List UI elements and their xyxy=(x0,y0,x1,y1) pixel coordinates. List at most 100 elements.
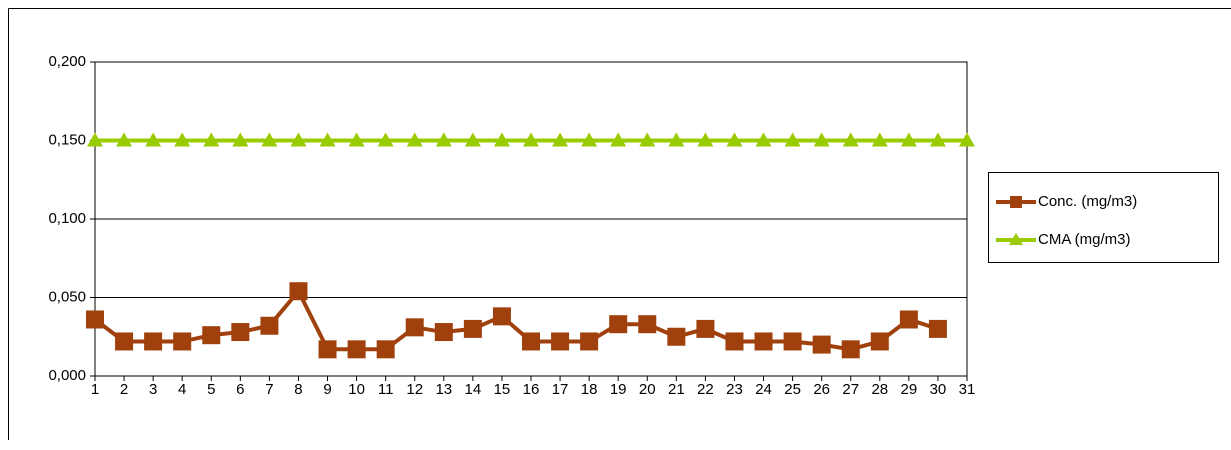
marker xyxy=(377,132,394,147)
marker xyxy=(290,132,307,147)
legend xyxy=(988,172,1219,263)
marker xyxy=(231,323,250,342)
marker xyxy=(668,132,685,147)
x-tick-label: 9 xyxy=(323,381,331,398)
marker xyxy=(610,132,627,147)
x-tick-label: 27 xyxy=(842,381,859,398)
marker xyxy=(755,132,772,147)
marker xyxy=(639,132,656,147)
x-tick-label: 16 xyxy=(523,381,540,398)
marker xyxy=(463,319,482,338)
marker xyxy=(116,132,133,147)
series-line xyxy=(93,287,939,352)
x-tick-label: 22 xyxy=(697,381,714,398)
marker xyxy=(115,332,134,351)
legend-marker xyxy=(1009,233,1023,245)
x-tick-label: 8 xyxy=(294,381,302,398)
marker xyxy=(580,332,599,351)
x-tick-label: 4 xyxy=(178,381,186,398)
x-tick-label: 28 xyxy=(871,381,888,398)
marker xyxy=(492,307,511,326)
marker xyxy=(522,332,540,351)
x-tick-label: 20 xyxy=(639,381,656,398)
marker xyxy=(784,132,801,147)
marker xyxy=(726,132,743,147)
x-tick-label: 23 xyxy=(726,381,743,398)
x-tick-label: 13 xyxy=(435,381,452,398)
marker xyxy=(842,132,859,147)
marker xyxy=(900,132,917,147)
x-tick-label: 10 xyxy=(348,381,365,398)
marker xyxy=(348,132,365,147)
x-tick-label: 21 xyxy=(668,381,685,398)
marker xyxy=(173,332,192,351)
marker xyxy=(87,132,103,147)
x-tick-label: 12 xyxy=(406,381,423,398)
marker xyxy=(434,323,453,342)
x-tick-label: 2 xyxy=(120,381,128,398)
marker xyxy=(581,132,598,147)
y-tick-label: 0,100 xyxy=(48,210,86,227)
marker xyxy=(551,332,570,351)
x-tick-label: 18 xyxy=(581,381,598,398)
marker xyxy=(929,132,946,147)
marker xyxy=(318,340,337,359)
x-tick-label: 1 xyxy=(91,381,99,398)
marker xyxy=(260,316,279,335)
marker xyxy=(144,332,163,351)
x-tick-label: 29 xyxy=(901,381,918,398)
marker xyxy=(667,327,686,346)
marker xyxy=(754,332,773,351)
marker xyxy=(552,132,569,147)
marker xyxy=(523,132,539,147)
marker xyxy=(696,319,715,338)
x-tick-label: 25 xyxy=(784,381,801,398)
marker xyxy=(435,132,452,147)
marker xyxy=(638,315,657,334)
marker xyxy=(783,332,802,351)
marker xyxy=(406,132,423,147)
marker xyxy=(813,132,830,147)
marker xyxy=(86,310,104,329)
x-tick-label: 6 xyxy=(236,381,244,398)
marker xyxy=(493,132,510,147)
y-tick-label: 0,000 xyxy=(48,367,86,384)
marker xyxy=(319,132,336,147)
x-tick-label: 11 xyxy=(378,381,394,398)
marker xyxy=(405,318,424,337)
x-tick-label: 15 xyxy=(494,381,511,398)
marker xyxy=(145,132,162,147)
marker xyxy=(289,282,308,301)
x-tick-label: 26 xyxy=(813,381,830,398)
x-tick-label: 5 xyxy=(207,381,215,398)
marker xyxy=(870,332,889,351)
marker xyxy=(261,132,278,147)
x-tick-label: 19 xyxy=(610,381,627,398)
marker xyxy=(464,132,481,147)
marker xyxy=(203,132,220,147)
marker xyxy=(609,315,628,334)
x-tick-label: 3 xyxy=(149,381,157,398)
y-tick-label: 0,150 xyxy=(48,131,86,148)
marker xyxy=(812,335,831,354)
x-tick-label: 31 xyxy=(959,381,976,398)
marker xyxy=(871,132,888,147)
x-tick-label: 30 xyxy=(930,381,947,398)
marker xyxy=(697,132,714,147)
marker xyxy=(841,340,860,359)
marker xyxy=(725,332,744,351)
y-tick-label: 0,050 xyxy=(48,288,86,305)
marker xyxy=(928,319,947,338)
legend-label: CMA (mg/m3) xyxy=(1038,231,1131,248)
marker xyxy=(347,340,366,359)
x-tick-label: 24 xyxy=(755,381,772,398)
marker xyxy=(899,310,918,329)
legend-marker xyxy=(1010,196,1022,208)
x-tick-label: 14 xyxy=(465,381,482,398)
marker xyxy=(959,132,975,147)
x-tick-label: 17 xyxy=(552,381,569,398)
legend-label: Conc. (mg/m3) xyxy=(1038,193,1137,210)
y-tick-label: 0,200 xyxy=(48,53,86,70)
x-tick-label: 7 xyxy=(265,381,273,398)
